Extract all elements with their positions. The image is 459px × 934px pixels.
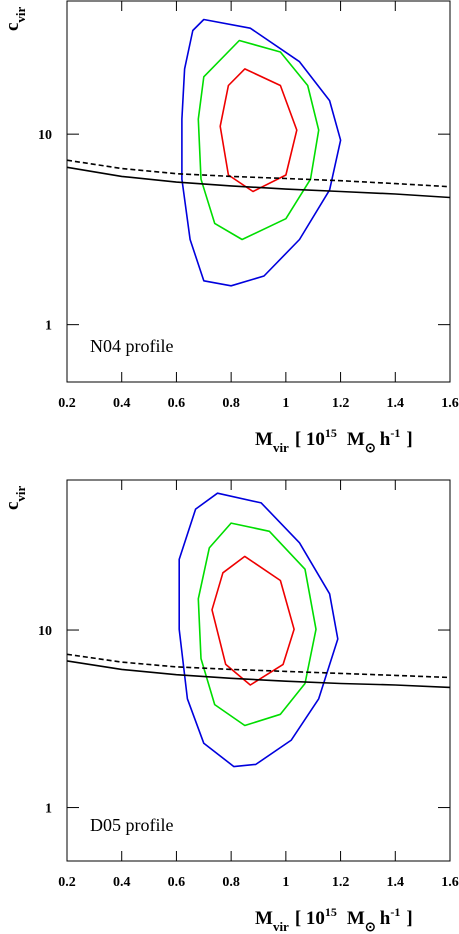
line — [67, 660, 450, 689]
y-label-sub: vir — [13, 6, 28, 22]
x-tick-label: 1.2 — [332, 396, 350, 411]
x-label-part: [ 10 — [295, 429, 325, 450]
y-tick-label: 1 — [45, 319, 52, 334]
line — [67, 653, 450, 679]
x-tick-label: 0.4 — [113, 875, 131, 890]
y-tick-label: 1 — [45, 802, 52, 817]
x-tick-label: 0.6 — [168, 875, 186, 890]
x-label-part: h — [380, 429, 391, 450]
y-axis-label: cvir — [2, 485, 28, 510]
x-tick-label: 1.6 — [441, 875, 459, 890]
y-label-main: c — [2, 23, 23, 31]
x-label-part: M — [255, 908, 273, 929]
x-label-part: M — [255, 429, 273, 450]
plot-frame — [66, 0, 451, 383]
plot-frame — [66, 479, 451, 862]
x-label-part: [ 10 — [295, 908, 325, 929]
x-tick-label: 1.6 — [441, 396, 459, 411]
contour — [197, 522, 317, 727]
y-label-sub: vir — [13, 485, 28, 501]
line — [67, 166, 450, 199]
x-label-part: h — [380, 908, 391, 929]
x-tick-label: 0.2 — [58, 875, 76, 890]
contour — [219, 68, 298, 193]
y-tick-label: 10 — [38, 128, 52, 143]
x-label-part: vir — [273, 440, 289, 455]
y-axis-label: cvir — [2, 6, 28, 31]
x-tick-label: 1.4 — [387, 396, 405, 411]
x-axis-label: Mvir[ 1015 M⊙ h-1] — [255, 426, 413, 455]
x-label-part: -1 — [390, 426, 400, 440]
y-label-main: c — [2, 502, 23, 510]
annotation: D05 profile — [90, 815, 173, 835]
x-tick-label: 1 — [282, 396, 289, 411]
contour — [211, 555, 295, 686]
x-tick-label: 1.2 — [332, 875, 350, 890]
x-label-part: ⊙ — [365, 440, 376, 455]
x-tick-label: 0.6 — [168, 396, 186, 411]
x-tick-label: 0.2 — [58, 396, 76, 411]
x-label-part: 15 — [325, 426, 337, 440]
x-label-part: ⊙ — [365, 919, 376, 934]
x-tick-label: 0.4 — [113, 396, 131, 411]
x-label-part: -1 — [390, 905, 400, 919]
x-tick-label: 1.4 — [387, 875, 405, 890]
x-tick-label: 0.8 — [222, 396, 240, 411]
x-label-part: 15 — [325, 905, 337, 919]
x-label-part: ] — [406, 429, 412, 450]
x-label-part: vir — [273, 919, 289, 934]
x-axis-label: Mvir[ 1015 M⊙ h-1] — [255, 905, 413, 934]
x-tick-label: 1 — [282, 875, 289, 890]
x-tick-label: 0.8 — [222, 875, 240, 890]
annotation: N04 profile — [90, 336, 173, 356]
x-label-part: M — [347, 429, 365, 450]
contour — [178, 492, 339, 768]
x-label-part: M — [347, 908, 365, 929]
contour — [181, 18, 342, 287]
x-label-part: ] — [406, 908, 412, 929]
y-tick-label: 10 — [38, 624, 52, 639]
line — [67, 159, 450, 188]
contour — [197, 39, 320, 241]
